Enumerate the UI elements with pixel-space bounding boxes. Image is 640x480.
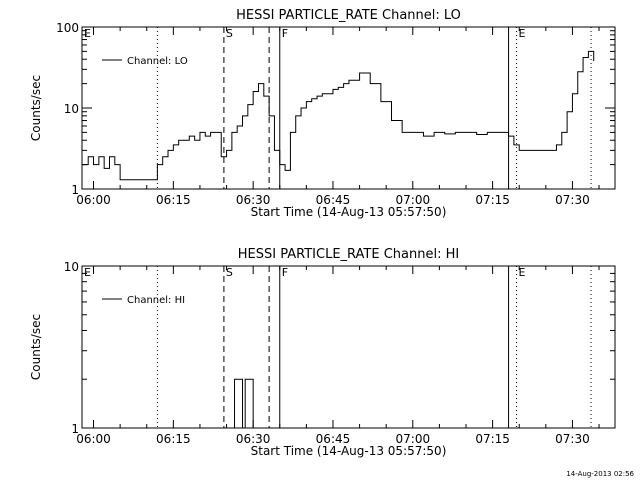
x-tick-label: 06:45	[316, 432, 351, 446]
x-tick-label: 06:45	[316, 193, 351, 207]
annotation-label: S	[226, 27, 233, 40]
annotation-label: E	[519, 27, 526, 40]
x-tick-label: 06:30	[236, 193, 271, 207]
x-tick-label: 06:30	[236, 432, 271, 446]
x-tick-label: 06:15	[156, 193, 191, 207]
x-tick-label: 07:15	[475, 193, 510, 207]
y-tick-label: 10	[64, 102, 79, 116]
y-axis-label: Counts/sec	[29, 75, 43, 141]
annotation-label: E	[84, 27, 91, 40]
x-tick-label: 07:00	[396, 193, 431, 207]
y-axis-label: Counts/sec	[29, 314, 43, 380]
x-tick-label: 07:15	[475, 432, 510, 446]
plot-frame	[81, 265, 616, 429]
y-tick-label: 1	[71, 422, 79, 436]
series-line-1	[226, 378, 256, 429]
x-tick-label: 06:00	[76, 193, 111, 207]
legend-label: Channel: LO	[127, 56, 188, 67]
annotation-label: F	[282, 27, 288, 40]
x-tick-label: 07:00	[396, 432, 431, 446]
annotation-label: F	[282, 266, 288, 279]
chart-panel-1: HESSI PARTICLE_RATE Channel: LO 06:00 06:1…	[29, 8, 616, 219]
legend-label: Channel: HI	[127, 295, 185, 306]
annotation-label: E	[84, 266, 91, 279]
x-axis-label: Start Time (14-Aug-13 05:57:50)	[251, 444, 447, 458]
chart-title: HESSI PARTICLE_RATE Channel: LO	[236, 8, 461, 23]
x-axis-label: Start Time (14-Aug-13 05:57:50)	[251, 205, 447, 219]
x-tick-label: 06:00	[76, 432, 111, 446]
y-tick-label: 10	[64, 260, 79, 274]
footer-timestamp: 14-Aug-2013 02:56	[566, 470, 634, 478]
y-tick-label: 1	[71, 183, 79, 197]
chart-panel-2: HESSI PARTICLE_RATE Channel: HI 06:00 06:1…	[29, 247, 616, 458]
series-line-1	[82, 50, 595, 181]
chart-title: HESSI PARTICLE_RATE Channel: HI	[238, 247, 459, 262]
x-tick-label: 07:30	[555, 432, 590, 446]
x-tick-label: 06:15	[156, 432, 191, 446]
y-tick-label: 100	[56, 21, 79, 35]
annotation-label: E	[519, 266, 526, 279]
annotation-label: S	[226, 266, 233, 279]
x-tick-label: 07:30	[555, 193, 590, 207]
